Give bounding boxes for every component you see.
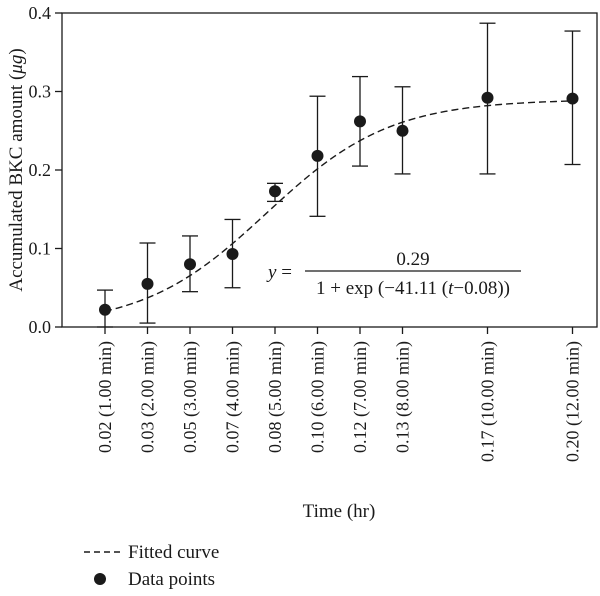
x-tick-label: 0.13 (8.00 min): [393, 341, 414, 453]
x-axis: 0.02 (1.00 min) 0.03 (2.00 min) 0.05 (3.00…: [95, 327, 584, 462]
data-point: [226, 247, 239, 260]
equation-denom-suffix: −0.08)): [453, 278, 510, 299]
x-tick-label: 0.08 (5.00 min): [265, 341, 286, 453]
data-point: [311, 149, 324, 162]
y-axis-label-close: ): [6, 48, 27, 54]
x-tick-label: 0.10 (6.00 min): [308, 341, 329, 453]
data-point: [141, 277, 154, 290]
y-tick-label: 0.3: [29, 82, 52, 102]
y-axis-label-unit: μg: [6, 55, 27, 75]
data-point: [396, 124, 409, 137]
equation-annotation: y = 0.29 1 + exp (−41.11 (t−0.08)): [266, 249, 521, 299]
data-point: [99, 303, 111, 316]
y-tick-label: 0.1: [29, 239, 52, 259]
x-tick-label: 0.07 (4.00 min): [223, 341, 244, 453]
x-axis-label: Time (hr): [303, 501, 376, 522]
y-axis: 0.0 0.1 0.2 0.3 0.4: [29, 3, 62, 337]
data-point: [269, 185, 281, 198]
data-point: [481, 91, 494, 104]
legend-fit-label: Fitted curve: [128, 542, 219, 563]
y-tick-label: 0.4: [29, 3, 52, 23]
y-axis-label: Accumulated BKC amount (μg): [6, 48, 27, 291]
data-point: [566, 92, 579, 105]
x-tick-label: 0.02 (1.00 min): [95, 341, 116, 453]
equation-lhs-var: y: [266, 262, 277, 283]
x-tick-label: 0.20 (12.00 min): [563, 341, 584, 462]
data-point-layer: [99, 91, 579, 316]
legend: Fitted curve Data points: [84, 542, 219, 590]
equation-lhs-eq: =: [276, 262, 291, 283]
x-tick-label: 0.05 (3.00 min): [180, 341, 201, 453]
equation-lhs: y =: [266, 262, 292, 283]
equation-denom-var: t: [448, 278, 454, 299]
legend-points-label: Data points: [128, 569, 215, 590]
data-point: [354, 115, 366, 128]
x-tick-label: 0.17 (10.00 min): [478, 341, 499, 462]
y-tick-label: 0.0: [29, 317, 52, 337]
equation-denom-prefix: 1 + exp (−41.11 (: [316, 278, 448, 299]
equation-denominator: 1 + exp (−41.11 (t−0.08)): [316, 278, 510, 299]
x-tick-label: 0.12 (7.00 min): [350, 341, 371, 453]
legend-points-swatch: [94, 573, 106, 585]
y-tick-label: 0.2: [29, 160, 52, 180]
data-point: [184, 258, 196, 271]
x-tick-label: 0.03 (2.00 min): [138, 341, 159, 453]
y-axis-label-main: Accumulated BKC amount (: [6, 74, 27, 292]
equation-numerator: 0.29: [396, 249, 429, 270]
